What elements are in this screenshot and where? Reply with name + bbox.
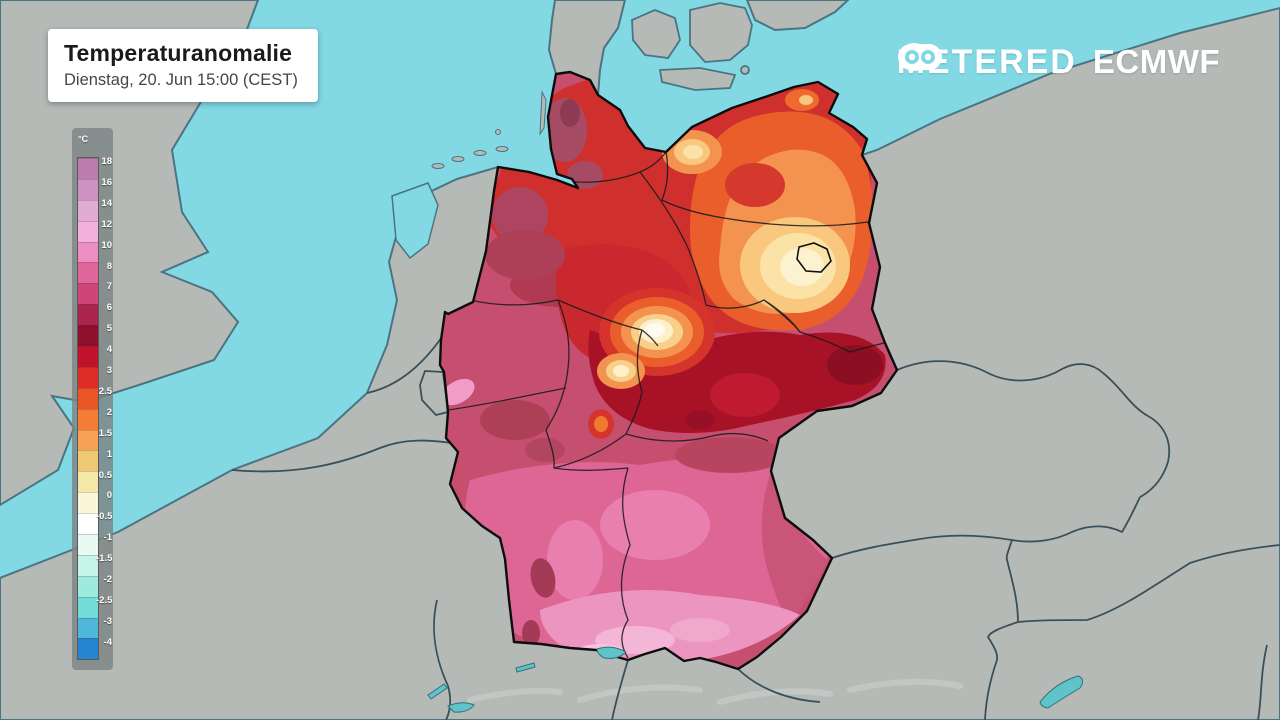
lakes <box>427 646 1084 713</box>
legend-tick-label: 7 <box>106 281 112 292</box>
legend-tick-label: -4 <box>103 637 112 648</box>
brand-logos: METE RED ECMWF <box>897 42 1220 82</box>
legend-tick-label: 1.5 <box>98 428 112 439</box>
legend-color-cell <box>78 492 98 514</box>
legend-color-cell <box>78 262 98 284</box>
legend-color-cell <box>78 534 98 555</box>
legend-tick-label: 16 <box>101 177 112 188</box>
legend-tick-label: -3 <box>103 616 112 627</box>
legend-color-cell <box>78 450 98 472</box>
legend-color-cell <box>78 158 98 179</box>
legend-tick-label: 5 <box>106 323 112 334</box>
legend-tick-label: 1 <box>106 449 112 460</box>
legend-color-cell <box>78 638 98 660</box>
legend-color-cell <box>78 471 98 493</box>
legend-tick-label: 14 <box>101 198 112 209</box>
legend-tick-label: -0.5 <box>96 511 113 522</box>
legend-color-cell <box>78 408 98 430</box>
legend-color-cell <box>78 325 98 347</box>
legend-tick-label: 18 <box>101 156 112 167</box>
legend-bar <box>77 156 99 661</box>
title-card: Temperaturanomalie Dienstag, 20. Jun 15:… <box>48 29 318 102</box>
legend-color-cell <box>78 596 98 618</box>
legend-color-cell <box>78 304 98 326</box>
legend-color-cell <box>78 178 98 200</box>
ecmwf-text: ECMWF <box>1092 43 1220 80</box>
legend-tick-label: 2.5 <box>98 386 112 397</box>
legend-tick-label: 12 <box>101 219 112 230</box>
danish-islands <box>631 2 753 91</box>
legend-tick-label: -1.5 <box>96 553 113 564</box>
legend-color-cell <box>78 241 98 263</box>
legend-tick-label: -2.5 <box>96 595 113 606</box>
berlin-outline <box>796 242 832 273</box>
timestamp: Dienstag, 20. Jun 15:00 (CEST) <box>64 71 298 89</box>
legend-tick-label: 3 <box>106 365 112 376</box>
legend-tick-label: -1 <box>103 532 112 543</box>
ecmwf-globe-icon <box>897 44 942 70</box>
germany-anomaly-layer <box>438 70 899 671</box>
legend-color-cell <box>78 513 98 535</box>
legend-unit-label: °C <box>78 134 89 144</box>
legend-tick-label: 0.5 <box>98 470 112 481</box>
wadden-islands <box>431 90 547 169</box>
legend-tick-label: 6 <box>106 302 112 313</box>
legend-color-cell <box>78 366 98 388</box>
ijsselmeer-lake <box>391 182 439 260</box>
legend-tick-label: 0 <box>106 490 112 501</box>
legend-tick-label: 2 <box>106 407 112 418</box>
legend-color-cell <box>78 575 98 597</box>
legend-tick-label: 4 <box>106 344 112 355</box>
legend-color-cell <box>78 429 98 451</box>
legend-color-cell <box>78 283 98 305</box>
sweden-landmass <box>745 0 850 32</box>
legend-color-cell <box>78 346 98 367</box>
ecmwf-logo: ECMWF <box>897 43 1220 81</box>
legend-color-cell <box>78 387 98 409</box>
temperature-scale-legend: °C 18 16 14 12 10 8 7 6 5 4 3 2.5 2 1.5 1 0.5 0 -0.5 -1 -1.… <box>72 128 113 670</box>
page-title: Temperaturanomalie <box>64 40 293 66</box>
legend-tick-label: 8 <box>106 261 112 272</box>
legend-ticks: 18 16 14 12 10 8 7 6 5 4 3 2.5 2 1.5 1 0.5 0 -0.5 -1 -1.5 -2… <box>96 156 113 660</box>
legend-color-cell <box>78 554 98 576</box>
legend-tick-label: 10 <box>101 240 112 251</box>
meteored-text-right: RED <box>999 42 1077 81</box>
legend-color-cell <box>78 220 98 242</box>
legend-color-cell <box>78 199 98 221</box>
country-borders <box>231 333 1280 720</box>
legend-color-cell <box>78 617 98 639</box>
legend-tick-label: -2 <box>103 574 112 585</box>
